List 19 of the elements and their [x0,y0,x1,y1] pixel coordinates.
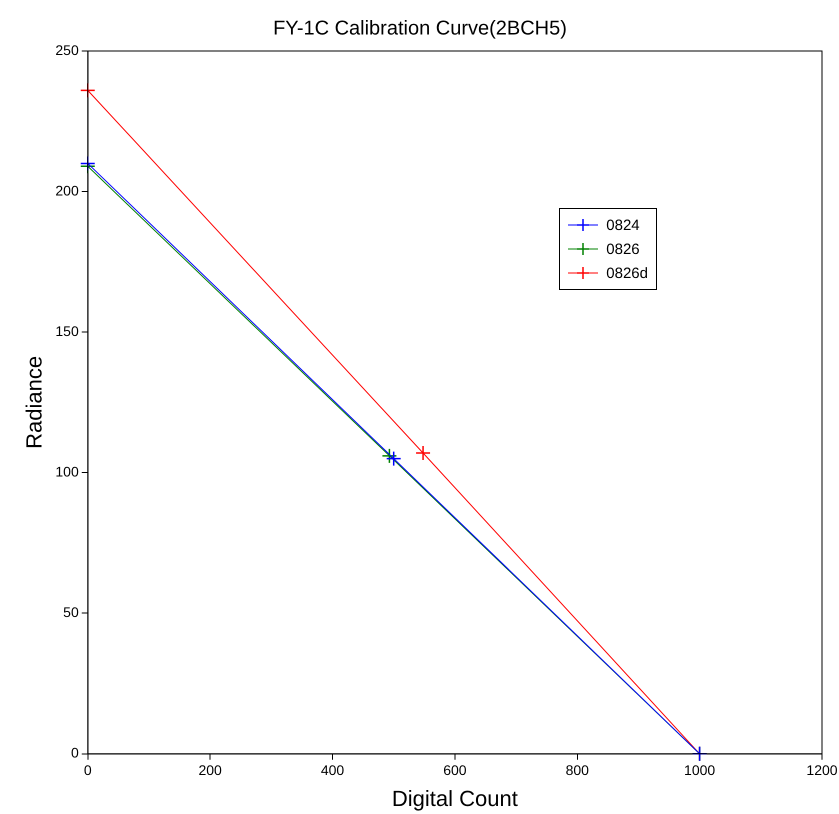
y-tick-label: 0 [70,744,79,761]
y-axis-title: Radiance [21,356,46,449]
x-axis-title: Digital Count [392,786,518,811]
legend-label: 0826d [606,264,648,282]
x-tick-label: 1000 [684,762,716,778]
y-tick-label: 150 [55,322,79,339]
x-tick-label: 600 [443,762,467,778]
y-tick-label: 50 [63,604,79,620]
x-tick-label: 400 [320,762,344,778]
x-tick-label: 800 [566,762,590,778]
x-tick-label: 1200 [806,762,838,778]
chart-title: FY-1C Calibration Curve(2BCH5) [273,18,567,40]
legend-label: 0824 [606,216,640,234]
legend-label: 0826 [606,240,640,258]
x-tick-label: 200 [198,762,222,778]
x-tick-label: 0 [84,762,92,778]
y-tick-label: 250 [55,42,79,58]
y-tick-label: 100 [55,464,79,480]
y-tick-label: 200 [55,182,79,198]
